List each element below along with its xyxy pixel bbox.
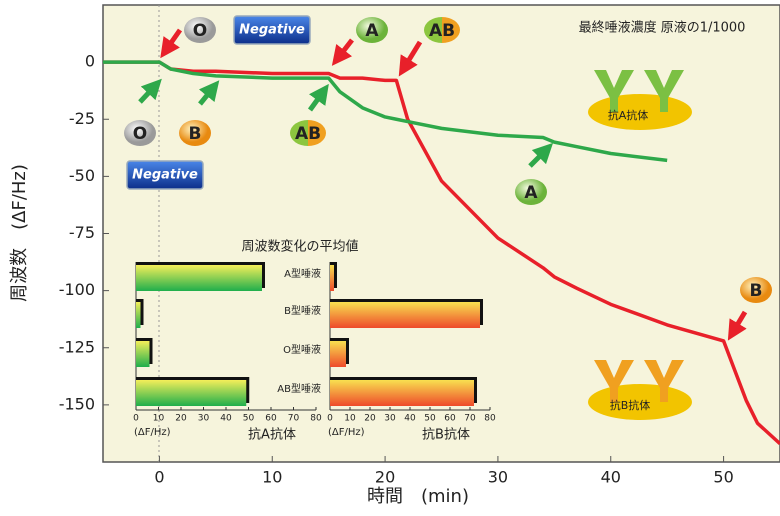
x-tick-label: 0 — [133, 414, 139, 424]
x-tick-label: 70 — [464, 414, 476, 424]
annotation: A — [524, 183, 538, 203]
x-tick-label: 40 — [601, 468, 621, 487]
x-tick-label: 30 — [384, 414, 396, 424]
category-label: A型唾液 — [284, 267, 321, 280]
inset-x-label: 抗B抗体 — [422, 428, 470, 443]
blood-type-badge — [356, 17, 388, 43]
negative-badge — [126, 160, 204, 190]
x-tick-label: 0 — [154, 468, 164, 487]
annotation: AB — [429, 21, 455, 41]
y-tick-label: 0 — [85, 52, 95, 71]
annotation: A — [365, 21, 379, 41]
annotation: 最終唾液濃度 原液の1/1000 — [579, 20, 746, 36]
y-tick-label: -150 — [59, 394, 95, 413]
annotation: Negative — [239, 23, 305, 38]
bar — [136, 341, 150, 367]
annotation: AB — [295, 124, 321, 144]
y-tick-label: -100 — [59, 280, 95, 299]
line-series — [103, 60, 780, 446]
x-tick-label: 10 — [153, 414, 165, 424]
x-tick-label: 10 — [344, 414, 356, 424]
blood-type-badge — [179, 120, 211, 146]
x-tick-label: 30 — [198, 414, 210, 424]
inset-title: 周波数変化の平均値 — [241, 239, 358, 255]
bar — [330, 302, 480, 328]
x-tick-label: 20 — [375, 468, 395, 487]
x-tick-label: 80 — [310, 414, 322, 424]
y-axis-label: 周波数 (ΔF/Hz) — [9, 164, 30, 302]
y-tick-label: -125 — [59, 337, 95, 356]
x-tick-label: 20 — [175, 414, 187, 424]
unit-label: (ΔF/Hz) — [328, 427, 365, 438]
annotation: 抗A抗体 — [608, 108, 649, 122]
x-tick-label: 70 — [288, 414, 300, 424]
x-tick-label: 20 — [364, 414, 376, 424]
unit-label: (ΔF/Hz) — [134, 427, 171, 438]
x-tick-label: 40 — [404, 414, 416, 424]
x-tick-label: 0 — [327, 414, 333, 424]
annotation: B — [750, 281, 763, 301]
y-tick-label: -75 — [69, 223, 95, 242]
x-tick-label: 40 — [220, 414, 232, 424]
blood-type-badge — [124, 120, 156, 146]
blood-type-badge — [515, 179, 547, 205]
x-tick-label: 10 — [262, 468, 282, 487]
x-tick-label: 60 — [265, 414, 277, 424]
category-label: AB型唾液 — [277, 382, 321, 395]
y-tick-label: -25 — [69, 109, 95, 128]
inset-x-label: 抗A抗体 — [248, 428, 296, 443]
annotation: O — [193, 21, 207, 41]
blood-type-badge — [740, 277, 772, 303]
negative-badge — [233, 15, 311, 45]
annotation: Negative — [132, 168, 198, 183]
bar — [330, 380, 474, 406]
x-tick-label: 80 — [484, 414, 496, 424]
antibody-a — [588, 70, 692, 130]
x-axis-label: 時間 (min) — [367, 486, 469, 507]
blood-type-badge — [290, 120, 326, 146]
x-tick-label: 50 — [243, 414, 255, 424]
x-tick-label: 50 — [713, 468, 733, 487]
category-label: B型唾液 — [284, 304, 321, 317]
x-tick-label: 50 — [424, 414, 436, 424]
blood-type-badge — [424, 17, 460, 43]
x-tick-label: 30 — [488, 468, 508, 487]
bar — [136, 302, 141, 328]
x-tick-label: 60 — [444, 414, 456, 424]
annotation: 抗B抗体 — [610, 398, 651, 412]
y-tick-label: -50 — [69, 166, 95, 185]
antibody-b — [588, 360, 692, 420]
bar — [136, 265, 262, 291]
annotation: O — [133, 124, 147, 144]
line-series — [103, 60, 668, 163]
bar — [136, 380, 247, 406]
annotation: B — [189, 124, 202, 144]
category-label: O型唾液 — [283, 343, 321, 356]
bar — [330, 341, 346, 367]
blood-type-badge — [184, 17, 216, 43]
arrows — [138, 28, 748, 341]
bar — [330, 265, 334, 291]
